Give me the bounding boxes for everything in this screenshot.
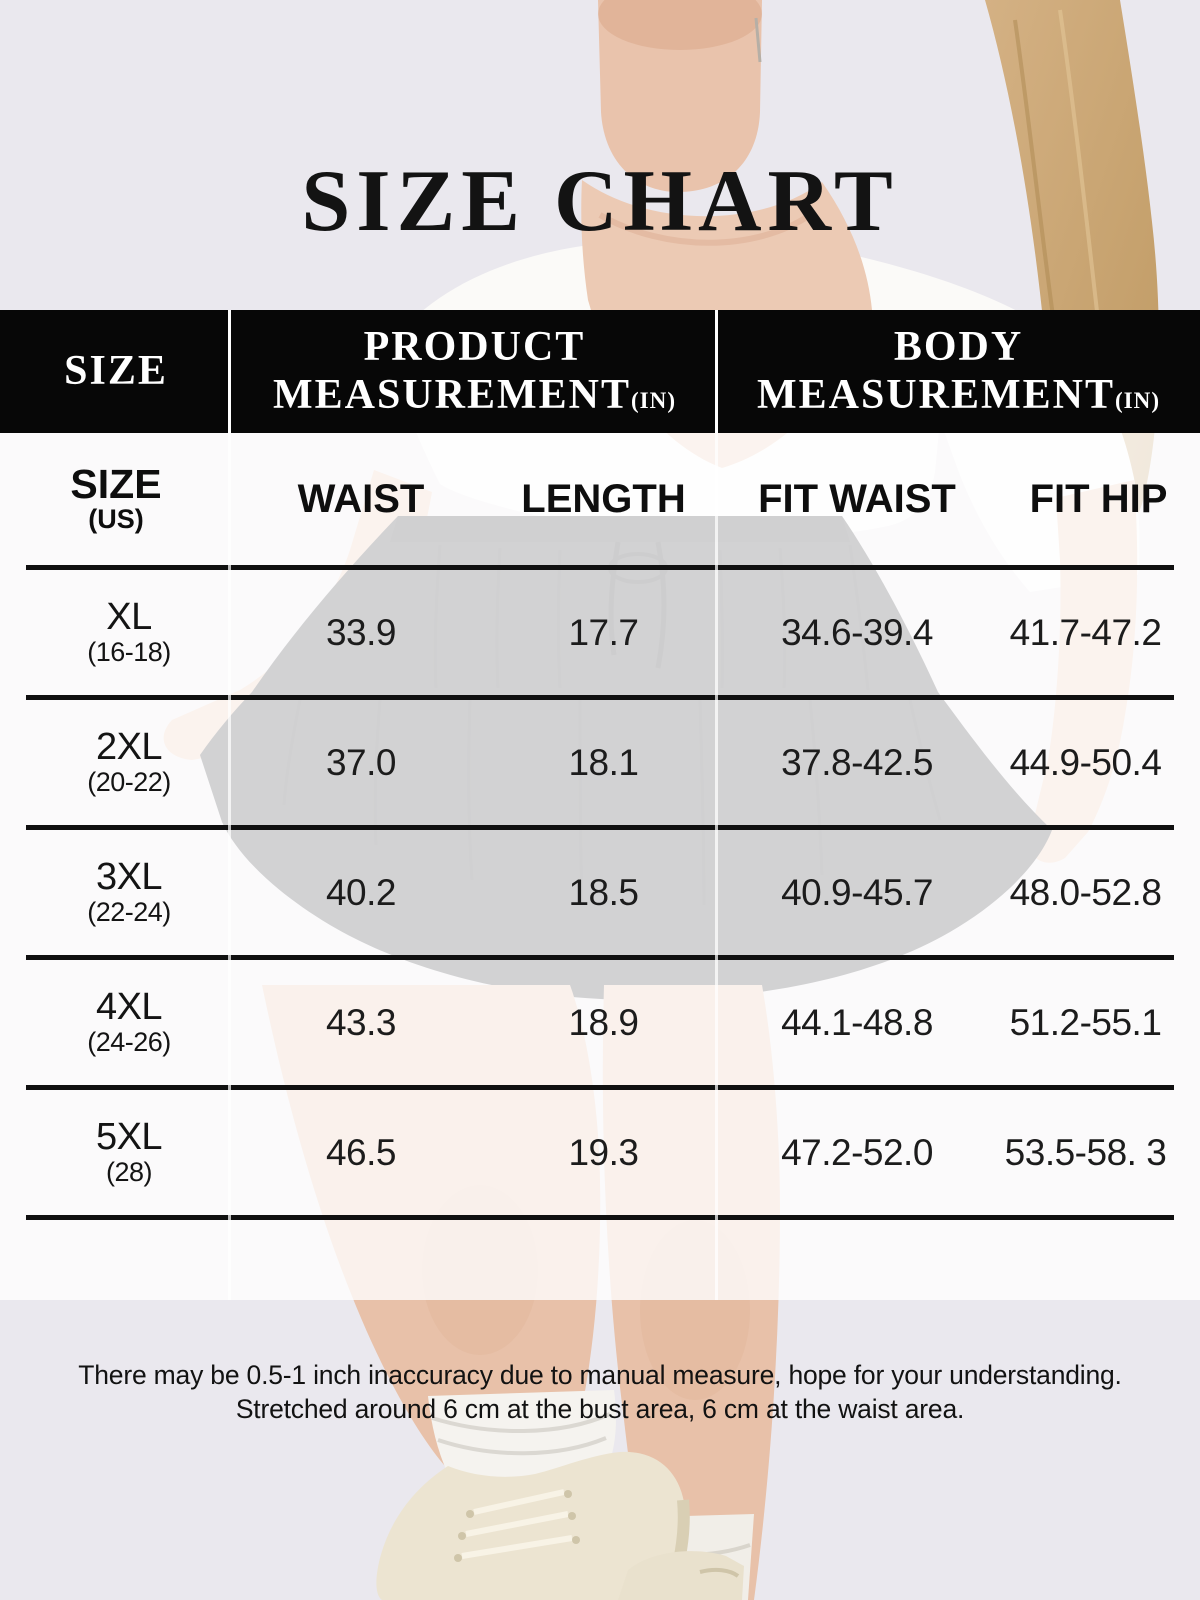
fit-waist-cell: 37.8-42.5 bbox=[781, 741, 933, 783]
fit-waist-cell: 40.9-45.7 bbox=[781, 871, 933, 913]
note-line-2: Stretched around 6 cm at the bust area, … bbox=[235, 1394, 965, 1425]
size-cell: XL (16-18) bbox=[87, 595, 171, 667]
size-cell: 5XL (28) bbox=[95, 1115, 163, 1187]
col-length: LENGTH bbox=[521, 476, 686, 521]
header-product-measurement: PRODUCT MEASUREMENT(IN) bbox=[272, 324, 677, 418]
table-subheader: SIZE (US) WAIST LENGTH FIT WAIST FIT HIP bbox=[0, 433, 1200, 565]
fit-hip-cell: 53.5-58. 3 bbox=[1004, 1131, 1167, 1173]
column-divider-faint bbox=[228, 433, 231, 1300]
note-line-1: There may be 0.5-1 inch inaccuracy due t… bbox=[78, 1360, 1122, 1390]
waist-cell: 40.2 bbox=[325, 871, 397, 913]
unit-inches: (IN) bbox=[630, 386, 677, 413]
size-cell: 4XL (24-26) bbox=[87, 985, 171, 1057]
column-divider-faint bbox=[715, 433, 718, 1300]
fit-waist-cell: 34.6-39.4 bbox=[781, 611, 933, 653]
left-sneaker bbox=[376, 1451, 686, 1600]
unit-inches: (IN) bbox=[1114, 386, 1161, 413]
length-cell: 19.3 bbox=[568, 1131, 639, 1173]
table-header-band: SIZE PRODUCT MEASUREMENT(IN) BODY MEASUR… bbox=[0, 310, 1200, 433]
table-row: XL (16-18) 33.9 17.7 34.6-39.4 41.7-47.2 bbox=[26, 570, 1174, 700]
fit-waist-cell: 44.1-48.8 bbox=[781, 1001, 933, 1043]
col-fit-waist: FIT WAIST bbox=[758, 476, 956, 521]
fit-hip-cell: 51.2-55.1 bbox=[1009, 1001, 1162, 1043]
size-cell: 2XL (20-22) bbox=[87, 725, 171, 797]
col-waist: WAIST bbox=[297, 476, 425, 521]
fit-waist-cell: 47.2-52.0 bbox=[781, 1131, 933, 1173]
length-cell: 17.7 bbox=[568, 611, 639, 653]
length-cell: 18.1 bbox=[568, 741, 639, 783]
length-cell: 18.5 bbox=[568, 871, 639, 913]
neck bbox=[598, 0, 762, 192]
table-row: 4XL (24-26) 43.3 18.9 44.1-48.8 51.2-55.… bbox=[26, 960, 1174, 1090]
right-sneaker bbox=[618, 1551, 744, 1600]
waist-cell: 43.3 bbox=[325, 1001, 397, 1043]
fit-hip-cell: 48.0-52.8 bbox=[1009, 871, 1162, 913]
waist-cell: 33.9 bbox=[325, 611, 397, 653]
waist-cell: 37.0 bbox=[325, 741, 397, 783]
waist-cell: 46.5 bbox=[325, 1131, 397, 1173]
col-fit-hip: FIT HIP bbox=[1029, 476, 1168, 521]
page-title: SIZE CHART bbox=[301, 153, 899, 250]
header-size-label: SIZE bbox=[64, 347, 168, 394]
table-row: 2XL (20-22) 37.0 18.1 37.8-42.5 44.9-50.… bbox=[26, 700, 1174, 830]
measurement-note: There may be 0.5-1 inch inaccuracy due t… bbox=[0, 1358, 1200, 1427]
left-sock bbox=[428, 1390, 616, 1486]
fit-hip-cell: 41.7-47.2 bbox=[1009, 611, 1162, 653]
column-divider bbox=[228, 310, 231, 433]
earring bbox=[754, 17, 762, 63]
column-divider bbox=[715, 310, 718, 433]
header-size: SIZE bbox=[0, 310, 232, 433]
length-cell: 18.9 bbox=[568, 1001, 639, 1043]
col-size: SIZE (US) bbox=[70, 461, 162, 535]
size-cell: 3XL (22-24) bbox=[87, 855, 171, 927]
fit-hip-cell: 44.9-50.4 bbox=[1009, 741, 1162, 783]
header-body-measurement: BODY MEASUREMENT(IN) bbox=[756, 324, 1161, 418]
table-row: 5XL (28) 46.5 19.3 47.2-52.0 53.5-58. 3 bbox=[26, 1090, 1174, 1220]
size-table: XL (16-18) 33.9 17.7 34.6-39.4 41.7-47.2… bbox=[26, 565, 1174, 1220]
table-row: 3XL (22-24) 40.2 18.5 40.9-45.7 48.0-52.… bbox=[26, 830, 1174, 960]
photo-fade-overlay bbox=[0, 310, 1200, 1300]
